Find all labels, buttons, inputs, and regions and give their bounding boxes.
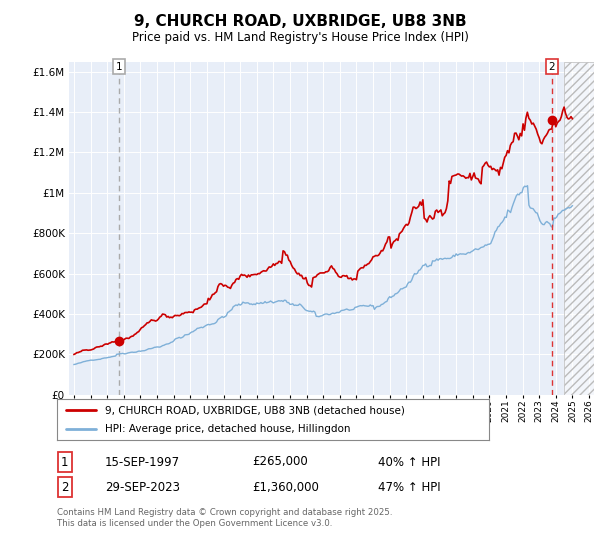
Text: 1: 1 — [116, 62, 122, 72]
Text: 9, CHURCH ROAD, UXBRIDGE, UB8 3NB: 9, CHURCH ROAD, UXBRIDGE, UB8 3NB — [134, 14, 466, 29]
Bar — [564, 62, 594, 395]
Text: 2: 2 — [548, 62, 555, 72]
Text: £1,360,000: £1,360,000 — [252, 480, 319, 494]
Text: 9, CHURCH ROAD, UXBRIDGE, UB8 3NB (detached house): 9, CHURCH ROAD, UXBRIDGE, UB8 3NB (detac… — [104, 405, 404, 415]
Text: HPI: Average price, detached house, Hillingdon: HPI: Average price, detached house, Hill… — [104, 424, 350, 433]
Text: Price paid vs. HM Land Registry's House Price Index (HPI): Price paid vs. HM Land Registry's House … — [131, 31, 469, 44]
Bar — [564, 62, 594, 395]
Text: £265,000: £265,000 — [252, 455, 308, 469]
Text: 29-SEP-2023: 29-SEP-2023 — [105, 480, 180, 494]
Text: 1: 1 — [61, 455, 68, 469]
Text: 15-SEP-1997: 15-SEP-1997 — [105, 455, 180, 469]
Text: Contains HM Land Registry data © Crown copyright and database right 2025.
This d: Contains HM Land Registry data © Crown c… — [57, 508, 392, 528]
Text: 40% ↑ HPI: 40% ↑ HPI — [378, 455, 440, 469]
Text: 47% ↑ HPI: 47% ↑ HPI — [378, 480, 440, 494]
Text: 2: 2 — [61, 480, 68, 494]
